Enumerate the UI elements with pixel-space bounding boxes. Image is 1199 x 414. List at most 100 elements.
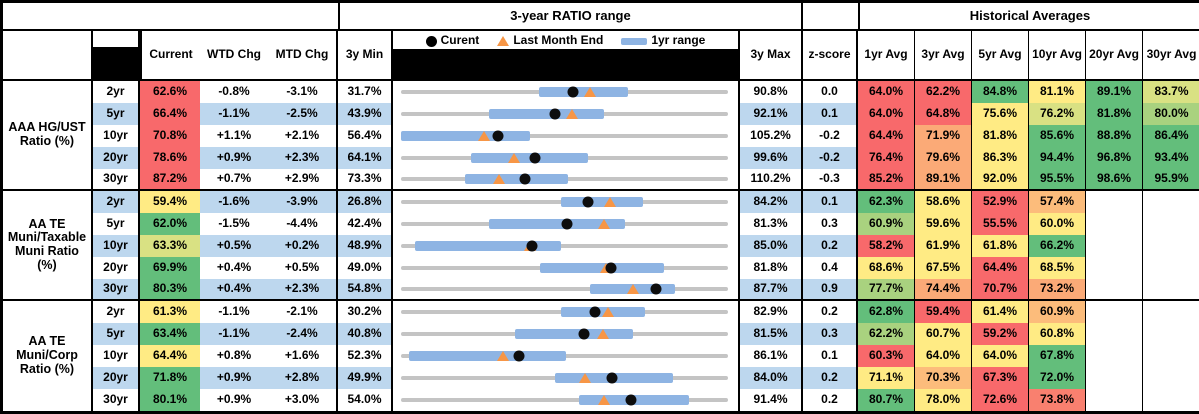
avg-cell: 70.7% — [972, 279, 1029, 301]
range-chart — [393, 169, 740, 191]
table-grid: 3-year RATIO range Historical Averages C… — [3, 3, 1199, 411]
current-dot-icon — [492, 130, 504, 142]
current-value-cell: 63.4% — [140, 323, 200, 345]
wtd-chg-cell: +0.5% — [200, 235, 268, 257]
avg-cell: 86.4% — [1143, 125, 1199, 147]
min-3y-cell: 43.9% — [338, 103, 393, 125]
col-header-wtd-chg: WTD Chg — [200, 31, 268, 81]
mtd-chg-cell: +0.2% — [268, 235, 338, 257]
avg-cell: 70.3% — [915, 367, 972, 389]
min-3y-cell: 30.2% — [338, 301, 393, 323]
avg-cell: 64.0% — [858, 81, 915, 103]
mtd-chg-cell: +2.3% — [268, 279, 338, 301]
avg-cell: 60.0% — [1029, 213, 1086, 235]
mtd-chg-cell: +3.0% — [268, 389, 338, 411]
3y-range-track — [401, 287, 728, 291]
zscore-cell: 0.1 — [803, 103, 858, 125]
tenor-label: 30yr — [93, 169, 140, 191]
1yr-range-bar — [465, 174, 568, 184]
range-chart — [393, 367, 740, 389]
legend-current-label: Curent — [440, 33, 480, 48]
tenor-header-cell — [93, 31, 140, 81]
wtd-chg-cell: +0.9% — [200, 147, 268, 169]
avg-cell: 85.2% — [858, 169, 915, 191]
wtd-chg-cell: -1.1% — [200, 301, 268, 323]
mtd-chg-cell: -2.5% — [268, 103, 338, 125]
avg-cell: 62.2% — [915, 81, 972, 103]
avg-cell: 72.6% — [972, 389, 1029, 411]
avg-cell: 64.0% — [915, 345, 972, 367]
last-month-triangle-icon — [584, 87, 597, 97]
zscore-cell: -0.2 — [803, 125, 858, 147]
avg-cell: 55.5% — [972, 213, 1029, 235]
avg-cell: 67.3% — [972, 367, 1029, 389]
min-3y-cell: 64.1% — [338, 147, 393, 169]
avg-cell: 61.4% — [972, 301, 1029, 323]
min-3y-cell: 26.8% — [338, 191, 393, 213]
avg-cell: 68.5% — [1029, 257, 1086, 279]
avg-cell: 52.9% — [972, 191, 1029, 213]
last-month-triangle-icon — [565, 109, 578, 119]
max-3y-cell: 105.2% — [740, 125, 803, 147]
range-chart — [393, 235, 740, 257]
tenor-label: 5yr — [93, 103, 140, 125]
avg-cell: 62.3% — [858, 191, 915, 213]
min-3y-cell: 42.4% — [338, 213, 393, 235]
col-header-mtd-chg: MTD Chg — [268, 31, 338, 81]
black-block — [393, 49, 738, 79]
avg-cell: 71.1% — [858, 367, 915, 389]
tenor-label: 2yr — [93, 81, 140, 103]
1yr-range-bar — [408, 351, 567, 361]
current-value-cell: 78.6% — [140, 147, 200, 169]
avg-cell: 96.8% — [1086, 147, 1143, 169]
min-3y-cell: 40.8% — [338, 323, 393, 345]
tenor-label: 20yr — [93, 257, 140, 279]
tenor-label: 10yr — [93, 235, 140, 257]
wtd-chg-cell: -1.5% — [200, 213, 268, 235]
current-dot-icon — [529, 152, 541, 164]
avg-cell: 84.8% — [972, 81, 1029, 103]
avg-cell: 71.9% — [915, 125, 972, 147]
zscore-cell: 0.2 — [803, 235, 858, 257]
range-swatch-icon — [621, 37, 648, 45]
mtd-chg-cell: +2.3% — [268, 147, 338, 169]
current-value-cell: 80.3% — [140, 279, 200, 301]
min-3y-cell: 31.7% — [338, 81, 393, 103]
wtd-chg-cell: +0.9% — [200, 389, 268, 411]
max-3y-cell: 92.1% — [740, 103, 803, 125]
min-3y-cell: 49.9% — [338, 367, 393, 389]
avg-cell-empty — [1086, 323, 1143, 345]
avg-cell-empty — [1143, 257, 1199, 279]
current-dot-icon — [549, 108, 561, 120]
1yr-range-bar — [471, 153, 589, 163]
max-3y-cell: 81.8% — [740, 257, 803, 279]
avg-cell: 80.7% — [858, 389, 915, 411]
range-chart — [393, 301, 740, 323]
avg-cell: 94.4% — [1029, 147, 1086, 169]
tenor-label: 30yr — [93, 279, 140, 301]
current-dot-icon — [519, 173, 531, 185]
max-3y-cell: 81.3% — [740, 213, 803, 235]
zscore-cell: 0.4 — [803, 257, 858, 279]
current-value-cell: 80.1% — [140, 389, 200, 411]
chart-legend-cell: Curent Last Month End 1yr range — [393, 31, 740, 81]
avg-cell: 61.8% — [972, 235, 1029, 257]
avg-cell: 67.5% — [915, 257, 972, 279]
wtd-chg-cell: +0.7% — [200, 169, 268, 191]
last-month-triangle-icon — [604, 197, 617, 207]
1yr-range-bar — [401, 131, 531, 141]
avg-cell: 59.6% — [915, 213, 972, 235]
zscore-cell: 0.2 — [803, 367, 858, 389]
avg-cell: 73.2% — [1029, 279, 1086, 301]
last-month-triangle-icon — [497, 351, 510, 361]
avg-cell: 67.8% — [1029, 345, 1086, 367]
ratio-range-header: 3-year RATIO range — [338, 3, 803, 31]
avg-cell-empty — [1143, 213, 1199, 235]
last-month-triangle-icon — [602, 307, 615, 317]
avg-cell: 60.9% — [1029, 301, 1086, 323]
current-marker-icon — [425, 35, 437, 47]
mtd-chg-cell: -2.4% — [268, 323, 338, 345]
avg-cell: 73.8% — [1029, 389, 1086, 411]
current-dot-icon — [513, 350, 525, 362]
max-3y-cell: 99.6% — [740, 147, 803, 169]
